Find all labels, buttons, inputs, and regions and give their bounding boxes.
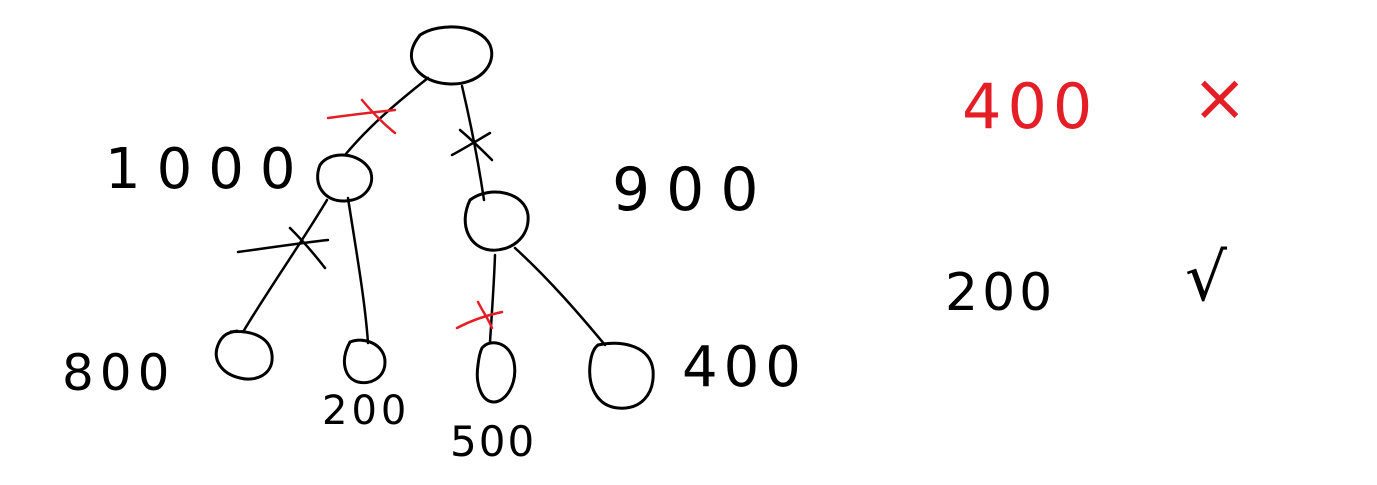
tree-nodes: [214, 25, 655, 410]
label-left-left-leaf: 800: [62, 344, 175, 402]
label-right-left-leaf: 500: [450, 417, 536, 466]
cross-left-leftleaf: [236, 226, 330, 270]
result-list: 400 × 200 √: [945, 59, 1247, 323]
node-right-left-leaf: [475, 341, 517, 404]
result-mark-1: ×: [1192, 59, 1247, 136]
edge-left-leftleaf: [241, 198, 329, 334]
tree-edges: [241, 76, 607, 347]
edge-right-leftleaf: [488, 253, 497, 344]
label-right-right-leaf: 400: [682, 335, 807, 400]
result-value-1: 400: [962, 70, 1098, 143]
cross-root-left: [326, 98, 397, 135]
node-root: [409, 25, 494, 86]
node-right-child: [463, 190, 530, 252]
edge-cross-marks: [236, 98, 504, 330]
node-left-right-leaf: [342, 338, 387, 385]
node-labels: 1000 900 800 200 500 400: [62, 137, 807, 466]
edge-left-rightleaf: [346, 196, 370, 345]
cross-root-right: [450, 128, 494, 162]
edge-right-rightleaf: [513, 246, 607, 347]
node-right-right-leaf: [588, 341, 655, 410]
node-left-left-leaf: [214, 329, 274, 381]
edge-root-left: [343, 76, 430, 157]
label-left-right-leaf: 200: [322, 388, 410, 434]
result-mark-2: √: [1185, 239, 1228, 316]
cross-right-leftleaf: [455, 300, 504, 330]
label-right-child: 900: [612, 155, 775, 225]
node-left-child: [316, 153, 373, 203]
label-left-child: 1000: [105, 137, 312, 202]
result-value-2: 200: [945, 263, 1056, 323]
